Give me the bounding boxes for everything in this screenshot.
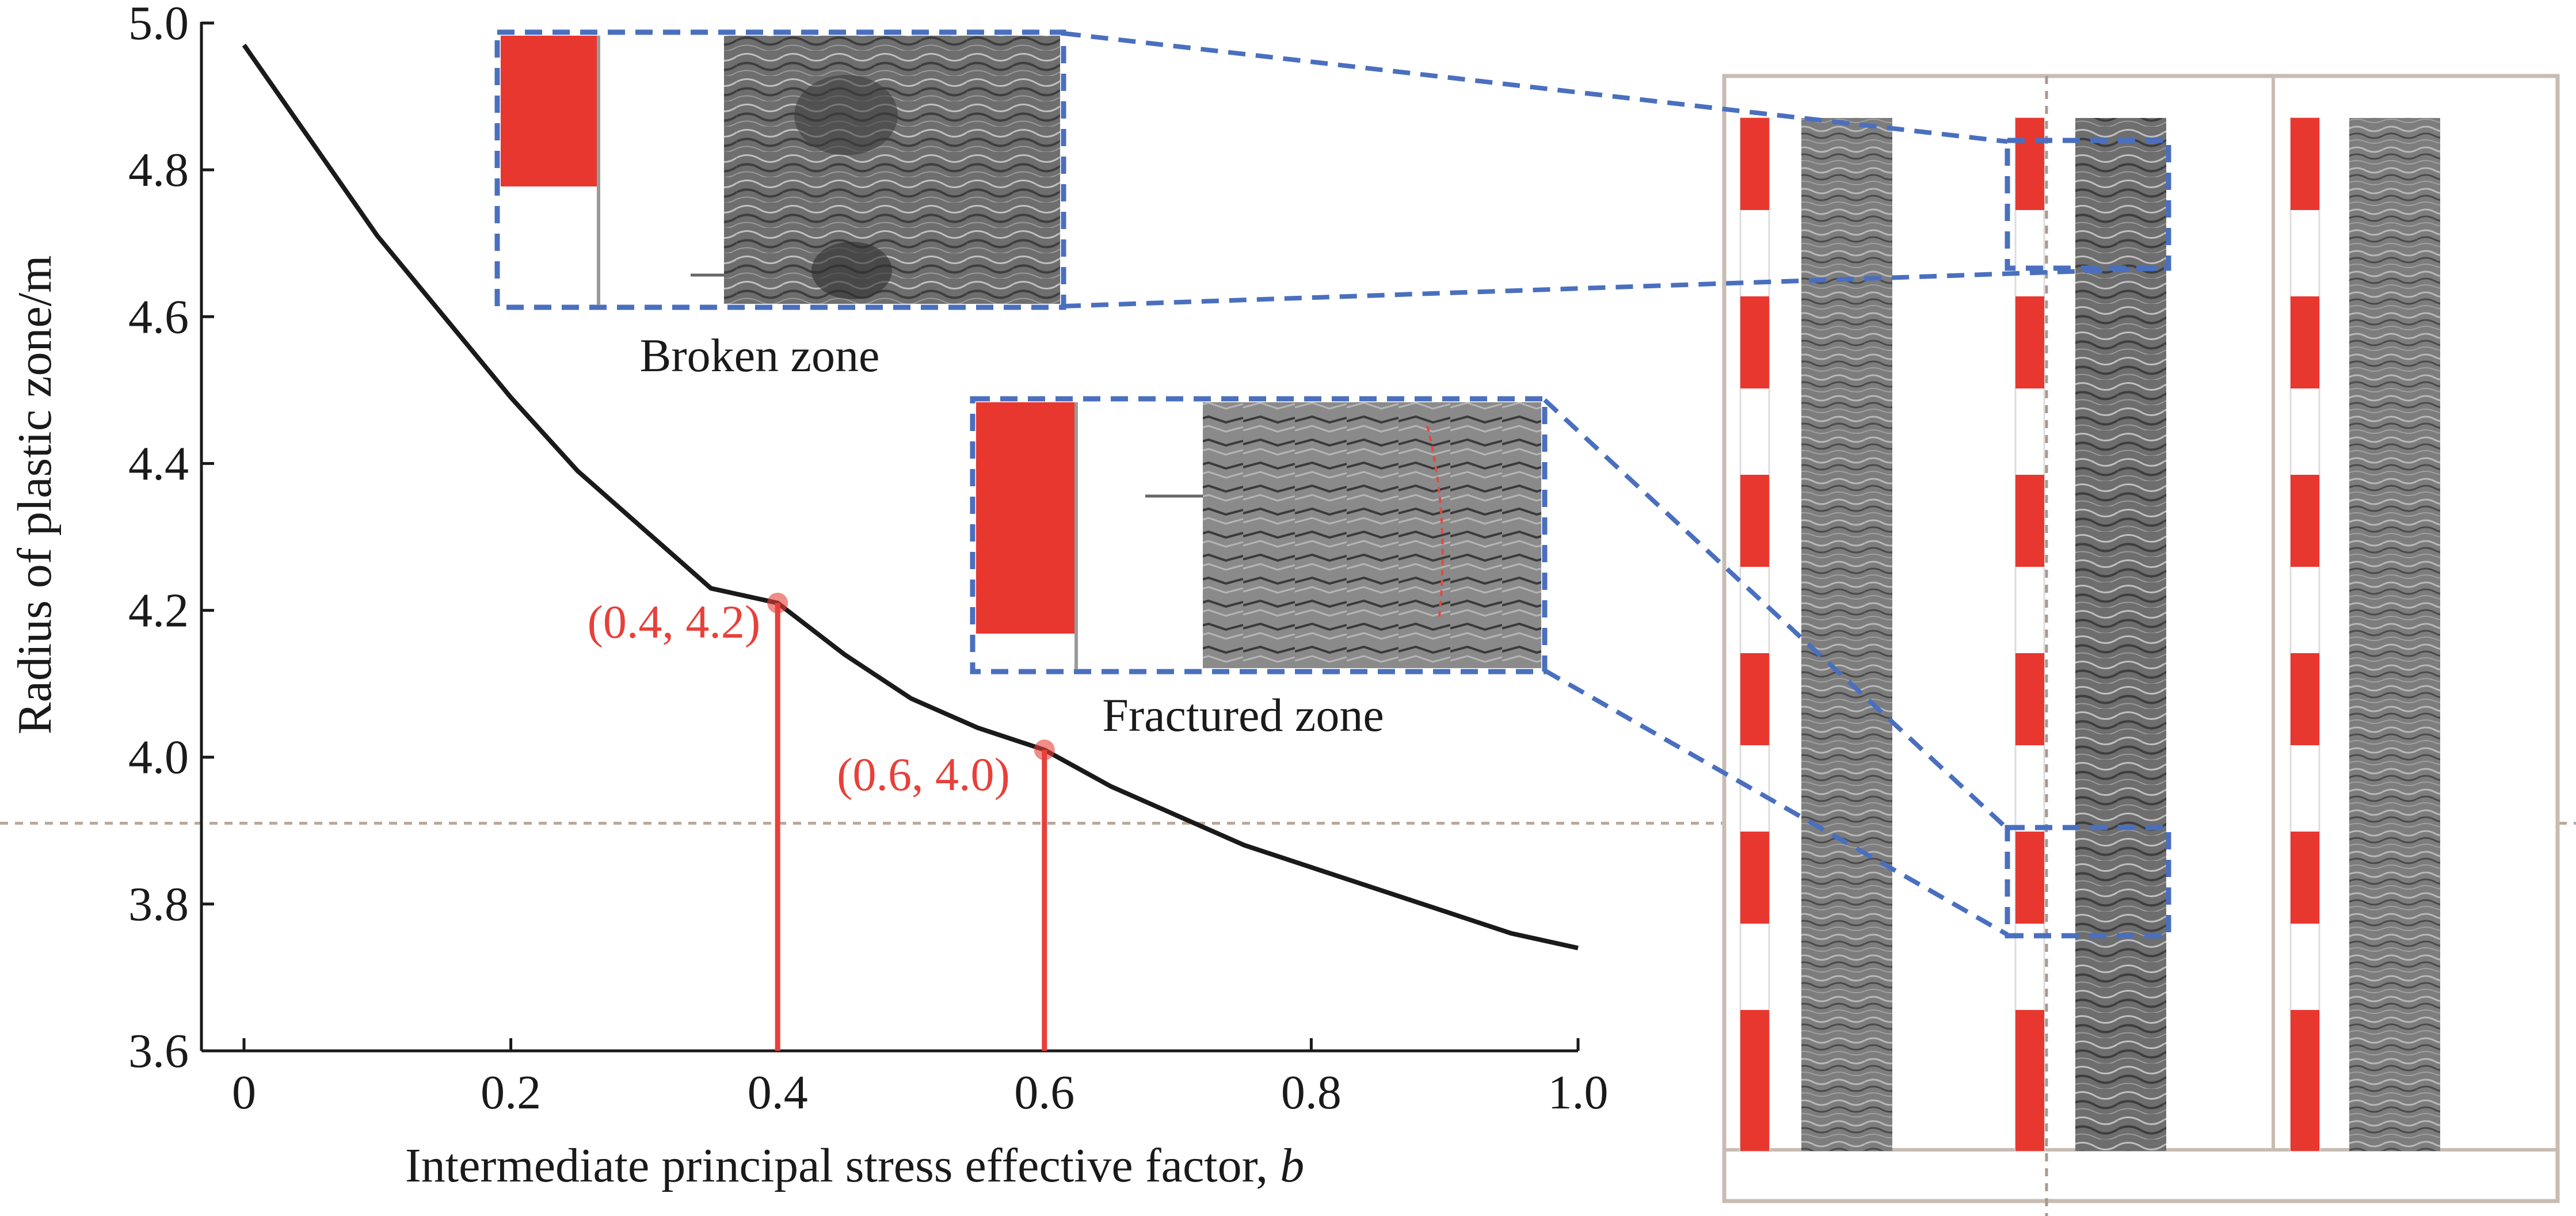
x-tick-label: 0.2 (481, 1066, 541, 1119)
x-axis-label-text: Intermediate principal stress effective … (405, 1139, 1280, 1192)
broken-zone-red-segment (501, 36, 599, 186)
y-tick-label: 4.8 (128, 143, 189, 197)
broken-zone-rock-image (724, 36, 1060, 304)
fractured-zone-rock-image (1203, 402, 1541, 668)
rock-core-3 (2349, 118, 2440, 1151)
fractured-zone-inset (970, 396, 1548, 674)
y-tick-label: 3.8 (128, 878, 189, 931)
fractured-zone-label: Fractured zone (1102, 689, 1384, 741)
fractured-zone-red-segment (976, 402, 1076, 634)
fractured-zone-connector-top (1543, 398, 2009, 830)
x-tick-label: 1.0 (1548, 1066, 1609, 1119)
broken-zone-dark-patch (794, 75, 898, 155)
highlight-point-label: (0.6, 4.0) (837, 748, 1010, 800)
x-tick-label: 0.8 (1281, 1066, 1342, 1119)
y-tick-label: 5.0 (128, 0, 189, 50)
x-tick-label: 0 (232, 1066, 256, 1119)
y-tick-label: 4.0 (128, 731, 189, 784)
series-line (242, 44, 1579, 951)
y-tick-label: 4.6 (128, 290, 189, 344)
highlight-point (767, 592, 788, 613)
scale-bar-2 (2014, 117, 2045, 1152)
y-axis-label: Radius of plastic zone/m (8, 256, 62, 735)
fractured-zone-crack-trace (1426, 425, 1444, 622)
broken-zone-connector-top (1063, 31, 2008, 144)
highlight-point-label: (0.4, 4.2) (588, 596, 761, 648)
scale-bar-3 (2289, 117, 2320, 1152)
fractured-zone-zoom-box (2005, 825, 2171, 939)
broken-zone-inset (494, 29, 1066, 310)
broken-zone-zoom-box (2005, 138, 2171, 271)
y-tick-label: 4.4 (128, 437, 189, 490)
rock-core-1 (1801, 118, 1892, 1151)
highlight-point (1034, 739, 1055, 760)
x-tick-label: 0.4 (748, 1066, 808, 1119)
x-axis-label: Intermediate principal stress effective … (405, 1139, 1304, 1192)
scale-bar-1 (1739, 117, 1770, 1152)
x-tick-label: 0.6 (1014, 1066, 1074, 1119)
chart-axes: 0 0.2 0.4 0.6 0.8 1.0 3.6 3.8 4.0 4.2 4.4 4.6 4.8 5.0 (128, 0, 1609, 1119)
chart-plot-area: (0.4, 4.2) (0.6, 4.0) (242, 44, 1579, 1051)
x-axis-label-variable: b (1280, 1139, 1304, 1192)
broken-zone-label: Broken zone (640, 329, 880, 382)
broken-zone-connector-bottom (1063, 266, 2169, 308)
rock-core-2 (2075, 118, 2166, 1151)
core-sample-panel (1722, 74, 2560, 1216)
broken-zone-dark-patch-lower (811, 242, 892, 299)
y-tick-label: 3.6 (128, 1024, 189, 1078)
fractured-zone-connector-bottom (1544, 668, 2009, 937)
y-tick-label: 4.2 (128, 584, 189, 638)
